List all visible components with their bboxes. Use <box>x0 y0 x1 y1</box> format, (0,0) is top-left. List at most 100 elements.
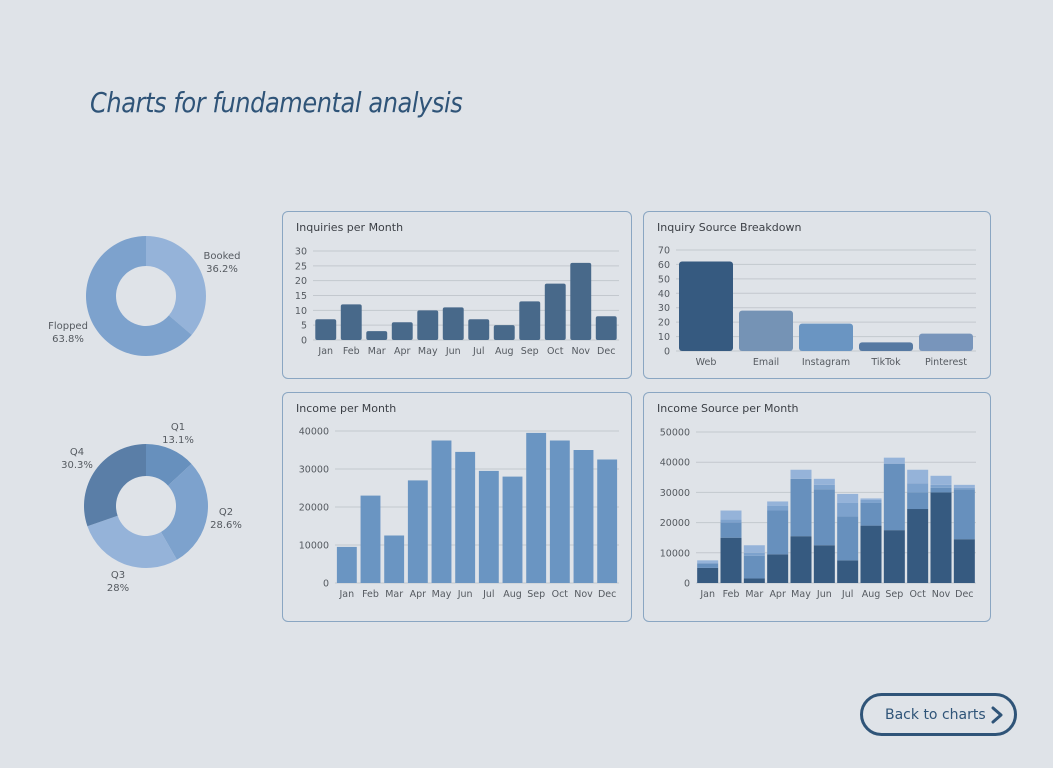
y-tick-label: 50 <box>658 274 670 285</box>
chart-title: Inquiry Source Breakdown <box>657 221 802 234</box>
bar-segment <box>743 555 765 579</box>
x-tick-label: Feb <box>362 589 379 600</box>
bar-segment <box>860 499 882 503</box>
x-tick-label: Apr <box>769 589 786 600</box>
x-tick-label: Feb <box>723 589 740 600</box>
x-tick-label: Nov <box>574 589 593 600</box>
x-tick-label: Oct <box>552 589 569 600</box>
slice-value-label: 30.3% <box>61 460 93 471</box>
slice-value-label: 63.8% <box>52 334 84 345</box>
bar <box>407 480 428 583</box>
bar-segment <box>697 567 719 583</box>
bar-segment <box>883 463 905 531</box>
slice-label: Q4 <box>70 447 84 458</box>
bar-segment <box>790 469 812 479</box>
chevron-right-icon <box>991 706 1003 724</box>
x-tick-label: Aug <box>862 589 881 600</box>
x-tick-label: Sep <box>521 346 539 357</box>
y-tick-label: 5 <box>301 321 307 332</box>
slice-value-label: 36.2% <box>206 264 238 275</box>
y-tick-label: 20000 <box>299 503 329 514</box>
bar <box>336 546 357 583</box>
bar-segment <box>813 489 835 546</box>
x-tick-label: Dec <box>955 589 973 600</box>
bar-segment <box>813 484 835 490</box>
bar-segment <box>953 489 975 540</box>
bar <box>468 319 490 340</box>
x-tick-label: Feb <box>343 346 360 357</box>
y-tick-label: 30000 <box>660 488 690 499</box>
bar-segment <box>953 484 975 488</box>
bar-segment <box>907 469 929 484</box>
bar-segment <box>813 478 835 485</box>
bar <box>478 470 499 583</box>
x-tick-label: Jan <box>339 589 355 600</box>
x-tick-label: Instagram <box>802 357 850 368</box>
x-tick-label: Nov <box>932 589 951 600</box>
x-tick-label: Nov <box>571 346 590 357</box>
x-tick-label: Dec <box>597 346 615 357</box>
donut-slice-q2 <box>160 463 208 560</box>
chart-title: Inquiries per Month <box>296 221 404 234</box>
chart-title: Income Source per Month <box>657 402 799 415</box>
slice-label: Flopped <box>48 321 88 332</box>
x-tick-label: Jan <box>317 346 333 357</box>
bar-segment <box>837 502 859 517</box>
y-tick-label: 10000 <box>299 541 329 552</box>
slice-value-label: 28.6% <box>210 520 242 531</box>
bar <box>391 322 413 340</box>
y-tick-label: 10 <box>295 306 307 317</box>
bar-segment <box>697 563 719 568</box>
bar-segment <box>720 519 742 523</box>
bar <box>595 316 617 340</box>
bar-segment <box>720 510 742 520</box>
y-tick-label: 40000 <box>660 458 690 469</box>
x-tick-label: May <box>791 589 811 600</box>
x-tick-label: TikTok <box>870 357 901 368</box>
back-to-charts-button[interactable]: Back to charts <box>860 693 1017 736</box>
x-tick-label: Aug <box>503 589 522 600</box>
bar-segment <box>860 498 882 500</box>
booked-donut-chart: Booked 36.2% Flopped 63.8% <box>48 236 241 356</box>
income-panel: Income per Month 0 10000 20000 30000 40000 Ja… <box>282 392 632 622</box>
bar-segment <box>743 545 765 553</box>
bar <box>519 301 541 340</box>
slice-label: Q3 <box>111 570 125 581</box>
x-tick-label: Oct <box>909 589 926 600</box>
bar-segment <box>837 516 859 561</box>
bar <box>493 325 515 340</box>
inquiries-bar-chart: 0 5 10 15 20 25 30 Jan Feb Mar Apr May Jun Jul Aug Sep O… <box>295 247 619 357</box>
slice-value-label: 28% <box>107 583 129 594</box>
y-tick-label: 0 <box>301 336 307 347</box>
bar-segment <box>907 483 929 493</box>
slice-label: Q1 <box>171 422 185 433</box>
bar <box>597 459 618 583</box>
x-tick-label: Mar <box>368 346 386 357</box>
donut-slice-q3 <box>87 515 177 568</box>
bar-segment <box>697 560 719 564</box>
bar-segment <box>790 478 812 537</box>
bar-segment <box>767 554 789 583</box>
slice-value-label: 13.1% <box>162 435 194 446</box>
y-tick-label: 15 <box>295 291 307 302</box>
bar-segment <box>930 484 952 488</box>
bar <box>442 307 464 340</box>
bar <box>417 310 439 340</box>
bar <box>799 323 853 351</box>
bar <box>859 342 913 351</box>
y-tick-label: 0 <box>684 579 690 590</box>
y-tick-label: 0 <box>323 579 329 590</box>
x-tick-label: Oct <box>547 346 564 357</box>
y-tick-label: 50000 <box>660 428 690 439</box>
income-source-stacked-chart: 0 10000 20000 30000 40000 50000 Jan Feb Mar Apr Ma… <box>660 428 976 600</box>
x-tick-label: Dec <box>598 589 616 600</box>
source-breakdown-panel: Inquiry Source Breakdown 0 10 20 30 40 50 60 70… <box>643 211 991 379</box>
bar <box>573 450 594 583</box>
y-tick-label: 30000 <box>299 465 329 476</box>
x-tick-label: Web <box>696 357 717 368</box>
bar-segment <box>720 522 742 538</box>
bar-segment <box>720 537 742 583</box>
bar-segment <box>953 487 975 490</box>
bar-segment <box>767 510 789 555</box>
bar-segment <box>907 492 929 510</box>
